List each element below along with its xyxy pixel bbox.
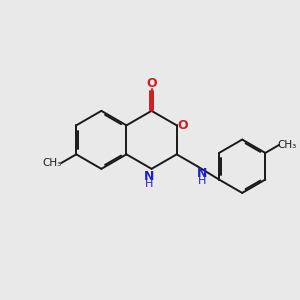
Text: H: H xyxy=(145,179,153,189)
Text: CH₃: CH₃ xyxy=(278,140,297,150)
Text: N: N xyxy=(144,170,154,183)
Text: O: O xyxy=(178,119,188,132)
Text: O: O xyxy=(146,77,157,90)
Text: N: N xyxy=(196,167,207,180)
Text: CH₃: CH₃ xyxy=(43,158,62,168)
Text: H: H xyxy=(197,176,206,186)
